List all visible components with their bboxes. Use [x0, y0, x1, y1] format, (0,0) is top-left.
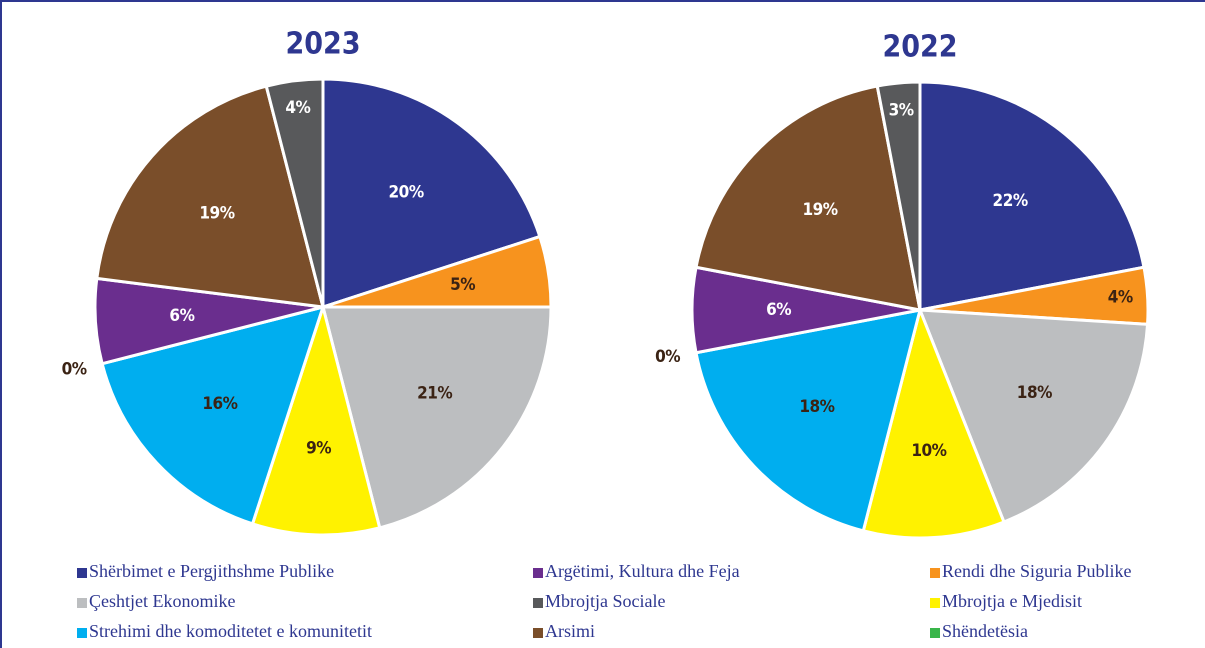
pie-slice — [250, 301, 382, 537]
pie-slice — [917, 308, 1150, 524]
pie-slice — [95, 84, 326, 309]
data-label: 19% — [802, 200, 837, 220]
data-label: 18% — [799, 397, 834, 417]
legend-swatch — [930, 628, 940, 638]
pie-slice — [264, 77, 325, 308]
data-label: 16% — [202, 394, 237, 414]
data-label: 19% — [199, 204, 234, 224]
legend-label: Rendi dhe Siguria Publike — [942, 561, 1131, 581]
data-label: 22% — [993, 191, 1028, 211]
legend-swatch — [930, 568, 940, 578]
pie-slice — [875, 80, 922, 311]
legend-label: Argëtimi, Kultura dhe Feja — [545, 561, 740, 581]
legend-swatch — [533, 598, 543, 608]
legend-swatch — [77, 568, 87, 578]
pie-slice — [321, 305, 553, 530]
data-label: 0% — [655, 347, 680, 367]
pie-slice — [694, 308, 923, 533]
chart-title: 2022 — [882, 30, 957, 65]
legend-swatch — [533, 628, 543, 638]
legend-swatch — [930, 598, 940, 608]
pie-slice — [918, 80, 1146, 312]
legend-label: Shërbimet e Pergjithshme Publike — [89, 561, 334, 581]
legend-swatch — [77, 598, 87, 608]
legend-label: Çeshtjet Ekonomike — [89, 591, 235, 611]
pie-slice — [321, 77, 542, 310]
data-label: 21% — [417, 384, 452, 404]
data-label: 5% — [450, 275, 475, 295]
pie-slice — [861, 305, 1006, 540]
legend-label: Arsimi — [545, 621, 595, 641]
legend-label: Mbrojtja e Mjedisit — [942, 591, 1082, 611]
data-label: 20% — [389, 183, 424, 203]
pie-slice — [694, 84, 922, 312]
data-label: 6% — [169, 306, 194, 326]
chart-title: 2023 — [285, 27, 360, 62]
data-label: 9% — [306, 438, 331, 458]
data-label: 4% — [1108, 287, 1133, 307]
legend-swatch — [533, 568, 543, 578]
data-label: 3% — [889, 100, 914, 120]
legend-label: Strehimi dhe komoditetet e komunitetit — [89, 621, 372, 641]
data-label: 4% — [285, 98, 310, 118]
legend-label: Mbrojtja Sociale — [545, 591, 665, 611]
data-label: 18% — [1017, 383, 1052, 403]
legend-swatch — [77, 628, 87, 638]
data-label: 10% — [911, 441, 946, 461]
data-label: 6% — [766, 300, 791, 320]
legend-label: Shëndetësia — [942, 621, 1028, 641]
data-label: 0% — [62, 359, 87, 379]
pie-slice — [100, 304, 326, 526]
